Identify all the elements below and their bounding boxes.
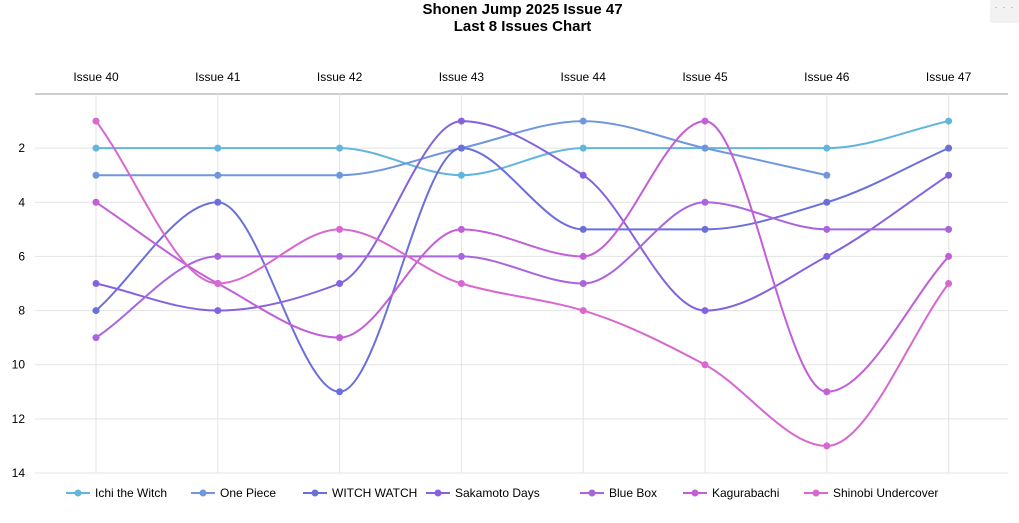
y-tick-label: 6: [18, 249, 25, 263]
data-point-blue-box[interactable]: [92, 334, 100, 342]
data-point-sakamoto-days[interactable]: [457, 117, 465, 125]
data-point-ichi-the-witch[interactable]: [92, 144, 100, 152]
legend-marker-kagurabachi[interactable]: [691, 489, 699, 497]
legend-label-one-piece[interactable]: One Piece: [220, 486, 276, 500]
legend-label-ichi-the-witch[interactable]: Ichi the Witch: [95, 486, 167, 500]
data-point-one-piece[interactable]: [823, 171, 831, 179]
data-point-shinobi-undercover[interactable]: [823, 442, 831, 450]
data-point-shinobi-undercover[interactable]: [945, 280, 953, 287]
y-tick-label: 10: [12, 358, 26, 372]
y-tick-label: 14: [12, 466, 26, 480]
series-line-ichi-the-witch: [96, 120, 949, 177]
data-point-witch-watch[interactable]: [336, 388, 344, 396]
legend-label-kagurabachi[interactable]: Kagurabachi: [712, 486, 779, 500]
data-point-sakamoto-days[interactable]: [823, 252, 831, 260]
series-line-shinobi-undercover: [95, 120, 950, 447]
x-tick-label: Issue 44: [561, 70, 607, 84]
data-point-sakamoto-days[interactable]: [336, 280, 344, 287]
data-point-shinobi-undercover[interactable]: [336, 225, 344, 233]
data-point-one-piece[interactable]: [214, 171, 222, 179]
data-point-witch-watch[interactable]: [945, 144, 953, 152]
data-point-witch-watch[interactable]: [579, 225, 587, 233]
data-point-witch-watch[interactable]: [701, 225, 709, 233]
x-tick-label: Issue 40: [73, 70, 119, 84]
data-point-ichi-the-witch[interactable]: [457, 171, 465, 179]
data-point-blue-box[interactable]: [823, 225, 831, 233]
series-line-blue-box: [95, 201, 949, 339]
x-tick-label: Issue 45: [682, 70, 728, 84]
legend-marker-shinobi-undercover[interactable]: [812, 489, 820, 497]
data-point-sakamoto-days[interactable]: [945, 171, 953, 179]
data-point-witch-watch[interactable]: [457, 144, 465, 152]
legend-marker-blue-box[interactable]: [588, 489, 596, 497]
data-point-sakamoto-days[interactable]: [701, 307, 709, 315]
legend-marker-witch-watch[interactable]: [311, 489, 319, 497]
data-point-sakamoto-days[interactable]: [579, 171, 587, 179]
chart-title-block: Shonen Jump 2025 Issue 47 Last 8 Issues …: [0, 0, 1019, 35]
data-point-ichi-the-witch[interactable]: [945, 117, 953, 125]
data-point-ichi-the-witch[interactable]: [823, 144, 831, 152]
series-line-sakamoto-days: [95, 120, 950, 312]
data-point-shinobi-undercover[interactable]: [579, 307, 587, 315]
data-point-witch-watch[interactable]: [92, 307, 100, 315]
legend-label-witch-watch[interactable]: WITCH WATCH: [332, 486, 417, 500]
y-tick-label: 2: [18, 141, 25, 155]
data-point-ichi-the-witch[interactable]: [214, 144, 222, 152]
chart-subtitle: Last 8 Issues Chart: [453, 18, 592, 35]
x-tick-label: Issue 47: [926, 70, 972, 84]
data-point-kagurabachi[interactable]: [823, 388, 831, 396]
y-tick-label: 4: [18, 195, 25, 209]
legend-label-shinobi-undercover[interactable]: Shinobi Undercover: [833, 486, 938, 500]
data-point-ichi-the-witch[interactable]: [336, 144, 344, 152]
legend-label-sakamoto-days[interactable]: Sakamoto Days: [455, 486, 540, 500]
x-tick-label: Issue 46: [804, 70, 850, 84]
data-point-kagurabachi[interactable]: [701, 117, 709, 125]
y-tick-label: 12: [12, 412, 26, 426]
data-point-one-piece[interactable]: [579, 117, 587, 125]
data-point-witch-watch[interactable]: [214, 198, 222, 206]
chart-title: Shonen Jump 2025 Issue 47: [422, 1, 623, 18]
data-point-blue-box[interactable]: [945, 225, 953, 233]
data-point-blue-box[interactable]: [579, 280, 587, 287]
data-point-one-piece[interactable]: [701, 144, 709, 152]
y-tick-label: 8: [18, 304, 25, 318]
data-point-shinobi-undercover[interactable]: [92, 117, 100, 125]
series-line-kagurabachi: [95, 120, 950, 393]
data-point-ichi-the-witch[interactable]: [579, 144, 587, 152]
data-point-sakamoto-days[interactable]: [214, 307, 222, 315]
data-point-shinobi-undercover[interactable]: [457, 280, 465, 287]
x-tick-label: Issue 43: [439, 70, 485, 84]
legend-label-blue-box[interactable]: Blue Box: [609, 486, 657, 500]
data-point-kagurabachi[interactable]: [92, 198, 100, 206]
data-point-blue-box[interactable]: [457, 252, 465, 260]
x-tick-label: Issue 42: [317, 70, 363, 84]
legend-marker-ichi-the-witch[interactable]: [74, 489, 82, 497]
data-point-one-piece[interactable]: [336, 171, 344, 179]
data-point-kagurabachi[interactable]: [945, 252, 953, 260]
legend-marker-one-piece[interactable]: [199, 489, 207, 497]
data-point-shinobi-undercover[interactable]: [214, 280, 222, 287]
legend-marker-sakamoto-days[interactable]: [434, 489, 442, 497]
data-point-one-piece[interactable]: [92, 171, 100, 179]
data-point-shinobi-undercover[interactable]: [701, 361, 709, 369]
data-point-witch-watch[interactable]: [823, 198, 831, 206]
x-tick-label: Issue 41: [195, 70, 241, 84]
data-point-kagurabachi[interactable]: [579, 252, 587, 260]
data-point-blue-box[interactable]: [336, 252, 344, 260]
data-point-kagurabachi[interactable]: [336, 334, 344, 342]
data-point-sakamoto-days[interactable]: [92, 280, 100, 287]
data-point-kagurabachi[interactable]: [457, 225, 465, 233]
data-point-blue-box[interactable]: [701, 198, 709, 206]
data-point-blue-box[interactable]: [214, 252, 222, 260]
chart-menu-button[interactable]: · · ·: [990, 0, 1019, 23]
